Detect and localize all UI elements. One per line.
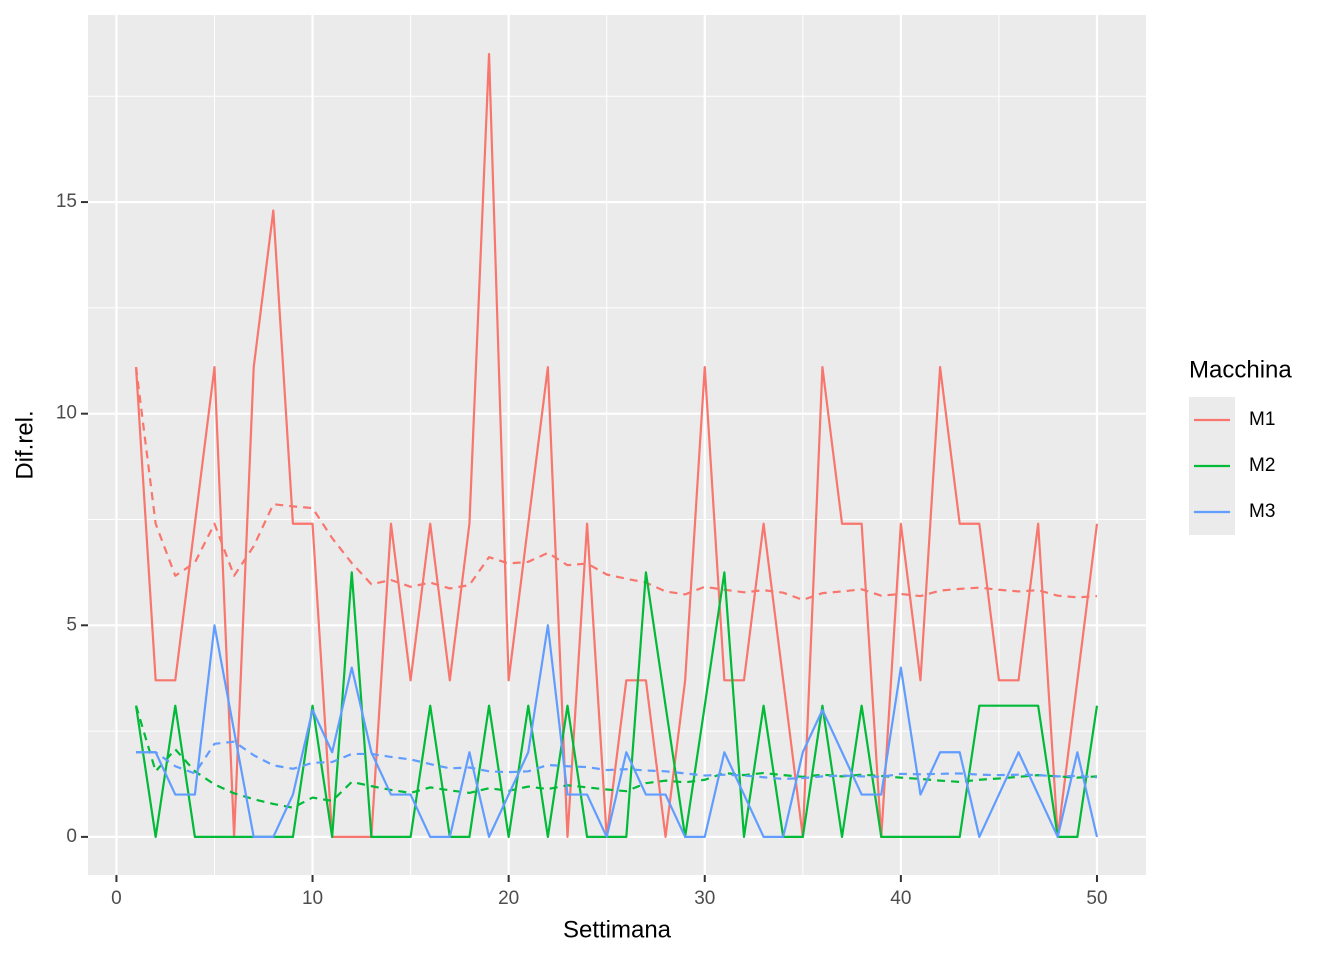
- x-tick-label: 0: [111, 888, 122, 909]
- series-line: [134, 571, 1099, 839]
- series-line: [136, 624, 1099, 839]
- x-axis-title: Settimana: [563, 916, 672, 943]
- y-tick-label: 10: [56, 403, 77, 424]
- legend-label: M2: [1249, 455, 1275, 476]
- x-tick-label: 10: [302, 888, 323, 909]
- x-tick-label: 40: [890, 888, 911, 909]
- panel: [88, 15, 1146, 875]
- y-axis-title: Dif.rel.: [11, 410, 38, 479]
- x-tick-label: 20: [498, 888, 519, 909]
- mean-line: [136, 740, 1098, 781]
- mean-line: [134, 366, 1098, 602]
- x-tick-label: 30: [694, 888, 715, 909]
- legend-title: Macchina: [1189, 356, 1292, 383]
- y-tick-label: 0: [66, 826, 77, 847]
- legend-label: M3: [1249, 501, 1275, 522]
- x-tick-label: 50: [1086, 888, 1107, 909]
- legend-label: M1: [1249, 409, 1275, 430]
- y-tick-label: 5: [66, 614, 77, 635]
- series-line: [134, 52, 1099, 839]
- y-tick-label: 15: [56, 191, 77, 212]
- legend: M1 M2 M3: [1189, 397, 1275, 535]
- lines: [134, 52, 1099, 839]
